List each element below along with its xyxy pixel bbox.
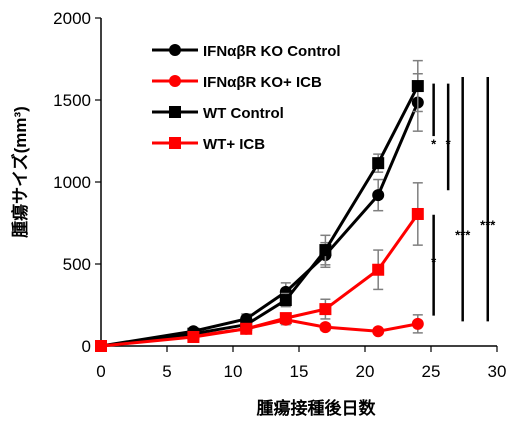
- data-point: [187, 330, 200, 343]
- data-point: [411, 317, 424, 330]
- data-point: [372, 325, 385, 338]
- significance-brackets: * ********: [431, 77, 496, 322]
- data-point: [411, 80, 424, 93]
- data-point: [319, 321, 332, 334]
- series-line: [100, 85, 420, 348]
- x-tick-label: 0: [96, 362, 105, 381]
- significance-label: *: [431, 136, 437, 151]
- data-point: [319, 244, 332, 257]
- data-point: [95, 340, 107, 352]
- x-ticks: 0 5 10 15 20 25 30: [96, 346, 506, 381]
- legend-marker: [169, 75, 181, 87]
- legend-entry: IFNαβR KO Control: [152, 43, 341, 60]
- legend-entry: WT Control: [152, 105, 284, 122]
- y-tick-label: 500: [63, 255, 91, 274]
- data-point: [279, 294, 292, 307]
- significance-label: *: [446, 136, 452, 151]
- x-tick-label: 15: [290, 362, 309, 381]
- x-tick-label: 20: [356, 362, 375, 381]
- significance-label: *: [431, 255, 437, 270]
- y-tick-label: 1500: [53, 91, 91, 110]
- series-layer: [95, 59, 424, 352]
- data-point: [319, 303, 332, 316]
- legend: IFNαβR KO Control IFNαβR KO+ ICB WT Contro…: [152, 43, 341, 153]
- legend-entry: IFNαβR KO+ ICB: [152, 74, 322, 91]
- x-tick-label: 10: [224, 362, 243, 381]
- x-tick-label: 5: [162, 362, 171, 381]
- y-tick-label: 0: [82, 337, 91, 356]
- legend-label: IFNαβR KO+ ICB: [203, 74, 322, 91]
- x-axis-label: 腫瘍接種後日数: [257, 398, 377, 418]
- significance-label: ***: [480, 218, 496, 233]
- y-tick-label: 1000: [53, 173, 91, 192]
- x-tick-label: 25: [422, 362, 441, 381]
- y-ticks: 0 500 1000 1500 2000: [53, 9, 101, 356]
- significance-label: ***: [455, 227, 471, 242]
- data-point: [372, 263, 385, 276]
- x-tick-label: 30: [488, 362, 507, 381]
- y-axis-label: 腫瘍サイズ(mm³): [10, 106, 30, 238]
- series-line: [100, 213, 420, 348]
- legend-label: WT+ ICB: [203, 136, 265, 153]
- legend-entry: WT+ ICB: [152, 136, 265, 153]
- data-point: [240, 322, 253, 335]
- legend-label: WT Control: [203, 105, 284, 122]
- series-4: [95, 182, 424, 352]
- legend-label: IFNαβR KO Control: [203, 43, 341, 60]
- data-point: [372, 189, 385, 202]
- legend-marker: [169, 137, 181, 149]
- legend-marker: [169, 44, 181, 56]
- y-tick-label: 2000: [53, 9, 91, 28]
- data-point: [411, 207, 424, 220]
- legend-marker: [169, 106, 181, 118]
- data-point: [279, 312, 292, 325]
- data-point: [372, 157, 385, 170]
- axes: [100, 18, 497, 347]
